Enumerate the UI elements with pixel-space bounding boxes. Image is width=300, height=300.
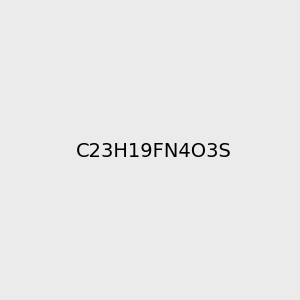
Text: C23H19FN4O3S: C23H19FN4O3S: [76, 142, 232, 161]
